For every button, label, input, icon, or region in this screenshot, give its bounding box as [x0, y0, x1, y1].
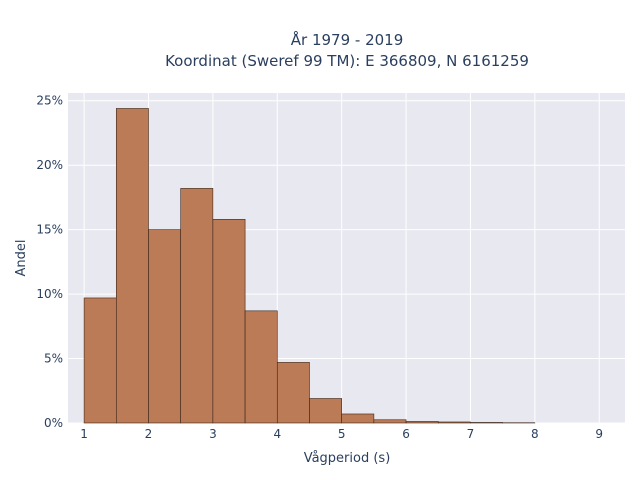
- bars: [83, 108, 536, 424]
- x-tick-label: 7: [467, 427, 475, 441]
- y-tick-label: 25%: [36, 94, 63, 108]
- histogram-bar: [276, 362, 310, 424]
- y-tick-label: 0%: [44, 416, 63, 430]
- x-tick-label: 6: [402, 427, 410, 441]
- histogram-bar: [244, 310, 278, 424]
- x-tick-label: 9: [595, 427, 603, 441]
- x-axis-ticks: 1 2 3 4 5 6 7 8 9: [80, 427, 603, 441]
- x-tick-label: 2: [145, 427, 153, 441]
- x-tick-label: 3: [209, 427, 217, 441]
- y-axis-label: Andel: [14, 240, 29, 277]
- y-tick-label: 10%: [36, 287, 63, 301]
- histogram-bar: [341, 413, 375, 424]
- histogram-bar: [115, 108, 149, 424]
- histogram-bar: [373, 419, 407, 424]
- histogram-bar: [180, 188, 214, 424]
- histogram-bar: [148, 229, 181, 424]
- y-tick-label: 20%: [36, 158, 63, 172]
- x-tick-label: 1: [80, 427, 88, 441]
- histogram-bar: [83, 297, 117, 424]
- histogram-bar: [437, 421, 471, 424]
- histogram-bar: [470, 422, 503, 424]
- histogram-bar: [212, 219, 246, 424]
- chart-title-line-2: Koordinat (Sweref 99 TM): E 366809, N 61…: [165, 52, 529, 70]
- x-tick-label: 5: [338, 427, 346, 441]
- y-tick-label: 15%: [36, 223, 63, 237]
- histogram-bar: [309, 398, 342, 424]
- x-tick-label: 8: [531, 427, 539, 441]
- x-axis-label: Vågperiod (s): [304, 451, 391, 466]
- histogram-bar: [405, 421, 439, 424]
- x-tick-label: 4: [273, 427, 281, 441]
- y-tick-label: 5%: [44, 352, 63, 366]
- chart-title-line-1: År 1979 - 2019: [291, 30, 404, 49]
- y-axis-ticks: 0% 5% 10% 15% 20% 25%: [36, 94, 63, 430]
